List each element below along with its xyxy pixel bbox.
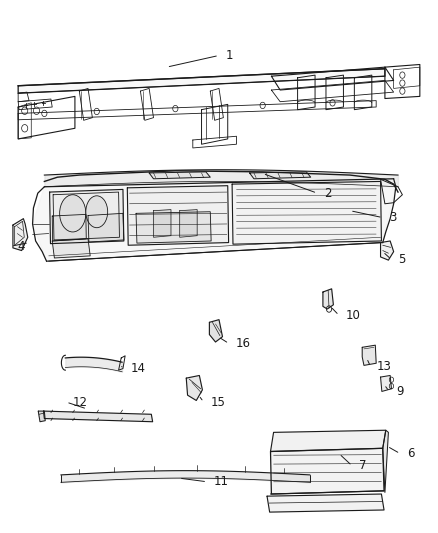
Ellipse shape [60,195,86,232]
Polygon shape [271,448,384,494]
Text: 3: 3 [389,211,397,224]
Polygon shape [267,494,384,512]
Polygon shape [52,214,86,241]
Polygon shape [52,239,90,258]
Polygon shape [381,375,392,391]
Polygon shape [38,411,45,422]
Polygon shape [209,320,223,342]
Text: 7: 7 [359,459,366,472]
Polygon shape [136,212,211,243]
Polygon shape [180,209,197,237]
Text: 10: 10 [346,309,360,322]
Text: 1: 1 [226,49,233,62]
Polygon shape [88,213,124,242]
Polygon shape [323,289,333,309]
Polygon shape [32,179,396,261]
Text: 5: 5 [398,253,406,266]
Text: 4: 4 [17,240,25,253]
Text: 15: 15 [210,395,225,409]
Polygon shape [362,345,376,366]
Polygon shape [13,219,28,251]
Text: 14: 14 [131,362,146,375]
Polygon shape [149,172,210,179]
Ellipse shape [86,196,108,228]
Polygon shape [49,189,124,244]
Text: 2: 2 [324,187,331,200]
Polygon shape [186,375,202,400]
Polygon shape [153,209,171,237]
Polygon shape [18,69,385,93]
Text: 16: 16 [236,337,251,350]
Text: 13: 13 [377,360,392,373]
Polygon shape [383,430,389,492]
Polygon shape [43,411,152,422]
Text: 11: 11 [214,475,229,488]
Polygon shape [232,181,381,244]
Text: 6: 6 [407,447,414,460]
Text: 9: 9 [396,385,403,398]
Polygon shape [127,185,229,245]
Polygon shape [271,430,386,451]
Text: 12: 12 [73,395,88,409]
Polygon shape [250,172,311,179]
Polygon shape [381,241,394,260]
